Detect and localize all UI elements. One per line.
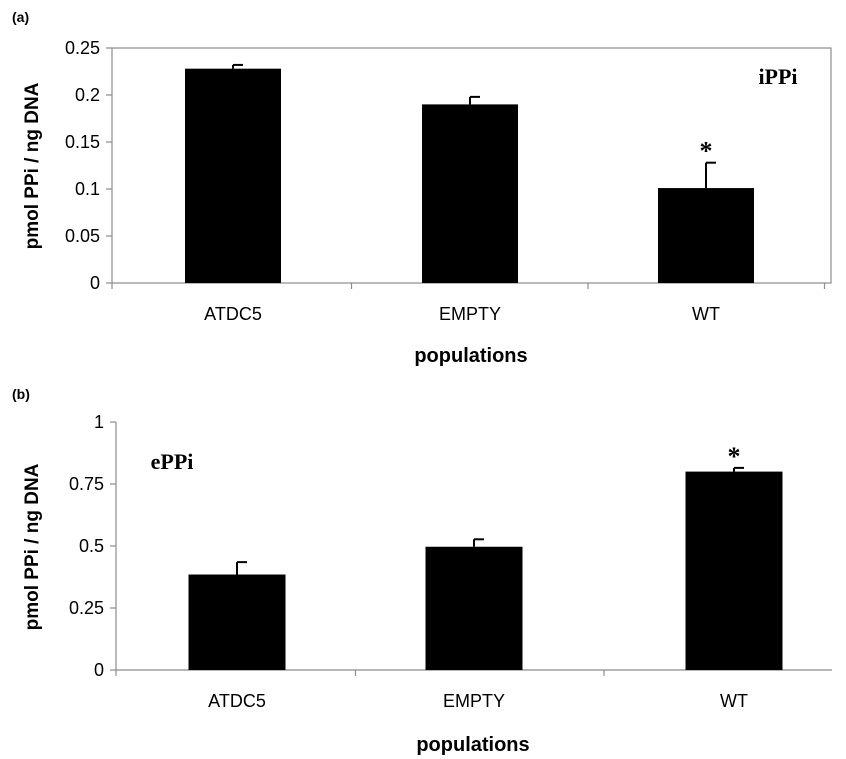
panel-a-x-axis-title: populations [414,345,527,367]
panel-a-tag: (a) [12,9,29,25]
y-tick-label: 0.1 [75,179,100,199]
bar [425,546,523,670]
x-category-label: EMPTY [443,691,505,711]
panel-b-annotation: ePPi [151,449,194,474]
significance-marker: * [728,442,741,471]
y-tick-label: 0.5 [79,536,104,556]
panel-a-chart: (a) 0 0.05 0.1 0.15 0.2 0.25 * ATDC5 EMPTY WT i… [12,9,832,367]
y-tick-label: 0.05 [65,226,100,246]
y-tick-label: 0.2 [75,85,100,105]
y-tick-label: 0.25 [69,598,104,618]
panel-a-y-axis: 0 0.05 0.1 0.15 0.2 0.25 [65,38,112,293]
x-category-label: WT [692,304,720,324]
panel-b-x-axis: ATDC5 EMPTY WT [115,670,748,711]
panel-b-y-axis-title: pmol PPi / ng DNA [22,463,43,630]
x-category-label: EMPTY [439,304,501,324]
panel-b-chart: (b) 0 0.25 0.5 0.75 1 * ATDC5 EMPTY WT ePPi po… [12,386,832,756]
bar [188,574,286,670]
bar [685,471,783,670]
y-tick-label: 1 [94,412,104,432]
panel-a-annotation: iPPi [758,64,797,89]
y-tick-label: 0.15 [65,132,100,152]
x-category-label: ATDC5 [208,691,266,711]
y-tick-label: 0 [94,660,104,680]
bar [422,104,518,284]
panel-b-bars: * [188,442,783,670]
x-category-label: WT [720,691,748,711]
panel-b-x-axis-title: populations [416,734,529,756]
y-tick-label: 0.25 [65,38,100,58]
panel-a-bars: * [185,63,754,284]
bar [658,188,754,283]
x-category-label: ATDC5 [204,304,262,324]
significance-marker: * [700,137,713,166]
panel-a-x-axis: ATDC5 EMPTY WT [111,283,826,324]
panel-b-tag: (b) [12,386,30,402]
y-tick-label: 0.75 [69,474,104,494]
panel-a-y-axis-title: pmol PPi / ng DNA [22,82,43,249]
y-tick-label: 0 [90,273,100,293]
bar [185,68,281,284]
panel-b-y-axis: 0 0.25 0.5 0.75 1 [69,412,116,680]
